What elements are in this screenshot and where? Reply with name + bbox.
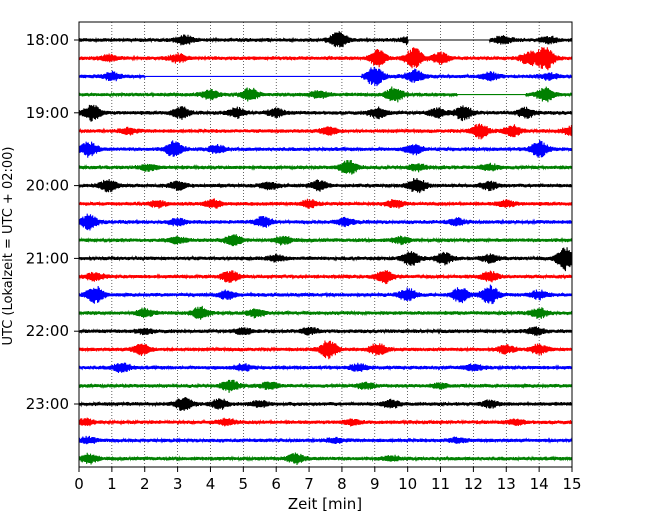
- trace-2030: [78, 213, 573, 231]
- grid-lines: [111, 22, 540, 467]
- trace-1900: [78, 104, 573, 122]
- y-tick-label: 23:00: [26, 395, 69, 413]
- trace-1845: [78, 86, 573, 103]
- trace-2015: [78, 198, 573, 210]
- trace-1945: [78, 159, 573, 175]
- x-tick-label: 6: [271, 475, 281, 493]
- plot-background: [79, 22, 572, 467]
- x-tick-label: 15: [562, 475, 581, 493]
- x-tick-label: 1: [107, 475, 117, 493]
- trace-2145: [78, 305, 573, 320]
- y-tick-label: 22:00: [26, 322, 69, 340]
- trace-2000: [78, 177, 573, 194]
- seismic-traces: [78, 31, 573, 465]
- trace-2200: [78, 326, 573, 337]
- trace-1800: [78, 31, 573, 48]
- trace-2245: [78, 379, 573, 393]
- x-tick-label: 13: [497, 475, 516, 493]
- x-axis: 0 1 2 3 4 5 6 7 8 9 10 11 12 13 14 15: [74, 467, 582, 493]
- trace-1915: [78, 123, 573, 140]
- trace-2330: [78, 435, 573, 445]
- trace-1815: [78, 47, 573, 71]
- trace-1930: [78, 139, 573, 158]
- x-tick-label: 14: [530, 475, 549, 493]
- x-tick-label: 7: [304, 475, 314, 493]
- x-tick-label: 4: [206, 475, 216, 493]
- y-axis-title: UTC (Lokalzeit = UTC + 02:00): [1, 147, 16, 346]
- y-axis: 18:00 19:00 20:00 21:00 22:00 23:00: [26, 31, 79, 413]
- trace-2230: [78, 362, 573, 373]
- trace-2100: [78, 247, 573, 272]
- x-tick-label: 3: [173, 475, 183, 493]
- trace-2315: [78, 417, 573, 427]
- trace-2215: [78, 340, 573, 360]
- x-tick-label: 11: [431, 475, 450, 493]
- y-tick-label: 20:00: [26, 177, 69, 195]
- x-tick-label: 12: [464, 475, 483, 493]
- x-tick-label: 0: [74, 475, 84, 493]
- x-tick-label: 8: [337, 475, 347, 493]
- y-tick-label: 19:00: [26, 104, 69, 122]
- trace-2300: [78, 397, 573, 412]
- y-tick-label: 21:00: [26, 249, 69, 267]
- x-tick-label: 5: [239, 475, 249, 493]
- y-tick-label: 18:00: [26, 31, 69, 49]
- x-tick-label: 10: [398, 475, 417, 493]
- trace-2345: [78, 452, 573, 465]
- x-tick-label: 2: [140, 475, 150, 493]
- trace-2115: [78, 270, 573, 285]
- x-axis-title: Zeit [min]: [288, 495, 362, 513]
- trace-2045: [78, 234, 573, 247]
- x-tick-label: 9: [370, 475, 380, 493]
- trace-1830: [78, 66, 573, 87]
- plot-frame: [78, 21, 573, 468]
- trace-2130: [78, 284, 573, 305]
